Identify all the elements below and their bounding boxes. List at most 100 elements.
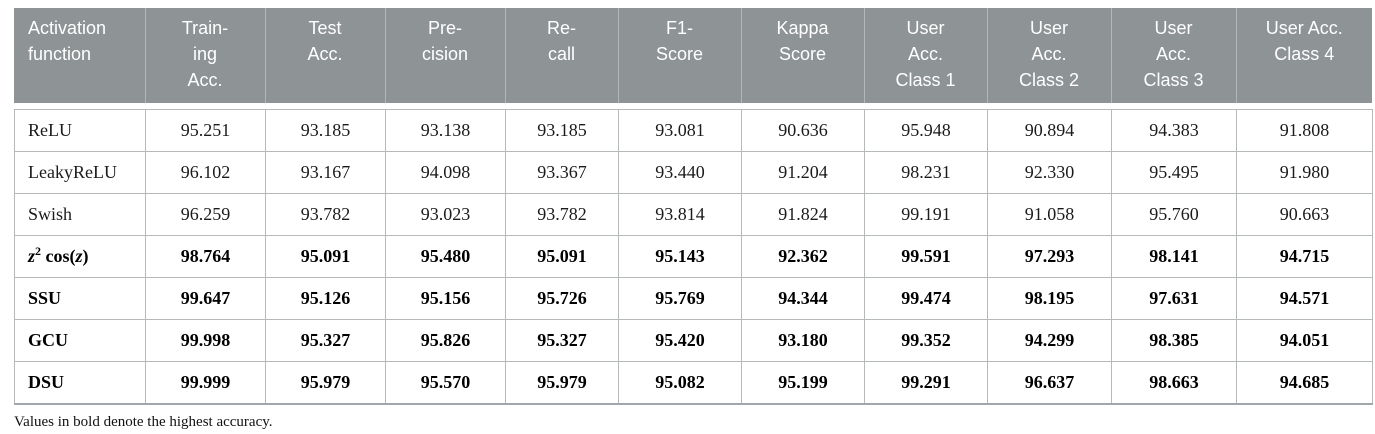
table-row: SSU 99.647 95.126 95.156 95.726 95.769 94.344 9… [14,277,1373,320]
cell-value: 98.764 [145,235,266,278]
cell-value: 94.299 [987,319,1112,362]
column-header-4: Re- call [504,8,618,103]
cell-value: 99.647 [145,277,266,320]
column-header-7: User Acc. Class 1 [863,8,987,103]
table-header: Activation function Train- ing Acc. Test A… [14,8,1372,103]
cell-value: 93.185 [265,109,386,152]
cell-value: 92.362 [741,235,865,278]
table-row: DSU 99.999 95.979 95.570 95.979 95.082 95.199 9… [14,361,1373,405]
cell-value: 96.637 [987,361,1112,405]
cell-value: 91.204 [741,151,865,194]
cell-value: 90.636 [741,109,865,152]
cell-value: 93.782 [505,193,619,236]
cell-value: 90.894 [987,109,1112,152]
cell-value: 95.199 [741,361,865,405]
cell-value: 95.769 [618,277,742,320]
cell-value: 93.782 [265,193,386,236]
header-row: Activation function Train- ing Acc. Test A… [14,8,1372,103]
cell-value: 94.051 [1236,319,1373,362]
table-row: ReLU 95.251 93.185 93.138 93.185 93.081 90.636… [14,109,1373,152]
row-label: GCU [14,319,146,362]
cell-value: 94.383 [1111,109,1237,152]
cell-value: 97.631 [1111,277,1237,320]
cell-value: 90.663 [1236,193,1373,236]
cell-value: 99.998 [145,319,266,362]
cell-value: 91.824 [741,193,865,236]
cell-value: 91.058 [987,193,1112,236]
table-row: Swish 96.259 93.782 93.023 93.782 93.814 91.82… [14,193,1373,236]
column-header-0: Activation function [14,8,145,103]
results-table: Activation function Train- ing Acc. Test A… [14,8,1373,431]
cell-value: 91.808 [1236,109,1373,152]
cell-value: 99.474 [864,277,988,320]
cell-value: 95.327 [265,319,386,362]
cell-value: 93.138 [385,109,506,152]
cell-value: 95.826 [385,319,506,362]
cell-value: 92.330 [987,151,1112,194]
cell-value: 93.814 [618,193,742,236]
cell-value: 95.420 [618,319,742,362]
column-header-9: User Acc. Class 3 [1110,8,1236,103]
cell-value: 96.102 [145,151,266,194]
cell-value: 95.495 [1111,151,1237,194]
table-row: GCU 99.998 95.327 95.826 95.327 95.420 93.180 9… [14,319,1373,362]
cell-value: 95.760 [1111,193,1237,236]
cell-value: 98.195 [987,277,1112,320]
cell-value: 93.440 [618,151,742,194]
row-label: ReLU [14,109,146,152]
cell-value: 95.156 [385,277,506,320]
cell-value: 95.091 [505,235,619,278]
cell-value: 96.259 [145,193,266,236]
table-row: LeakyReLU 96.102 93.167 94.098 93.367 93.440 9… [14,151,1373,194]
cell-value: 95.979 [265,361,386,405]
cell-value: 98.231 [864,151,988,194]
cell-value: 99.191 [864,193,988,236]
cell-value: 91.980 [1236,151,1373,194]
cell-value: 95.979 [505,361,619,405]
cell-value: 95.327 [505,319,619,362]
column-header-10: User Acc. Class 4 [1235,8,1372,103]
cell-value: 94.344 [741,277,865,320]
cell-value: 93.023 [385,193,506,236]
cell-value: 95.570 [385,361,506,405]
cell-value: 98.141 [1111,235,1237,278]
cell-value: 99.291 [864,361,988,405]
cell-value: 95.091 [265,235,386,278]
column-header-8: User Acc. Class 2 [986,8,1111,103]
cell-value: 94.098 [385,151,506,194]
cell-value: 99.352 [864,319,988,362]
cell-value: 95.948 [864,109,988,152]
cell-value: 95.726 [505,277,619,320]
cell-value: 98.385 [1111,319,1237,362]
cell-value: 95.126 [265,277,386,320]
table-footnote: Values in bold denote the highest accura… [14,414,273,430]
table-row: z2 cos(z) 98.764 95.091 95.480 95.091 95.143 9… [14,235,1373,278]
cell-value: 99.591 [864,235,988,278]
cell-value: 97.293 [987,235,1112,278]
row-label: LeakyReLU [14,151,146,194]
cell-value: 95.082 [618,361,742,405]
cell-value: 94.571 [1236,277,1373,320]
column-header-6: Kappa Score [740,8,864,103]
row-label: Swish [14,193,146,236]
cell-value: 95.143 [618,235,742,278]
cell-value: 94.685 [1236,361,1373,405]
column-header-2: Test Acc. [264,8,385,103]
cell-value: 95.480 [385,235,506,278]
cell-value: 95.251 [145,109,266,152]
row-label: DSU [14,361,146,405]
column-header-3: Pre- cision [384,8,505,103]
column-header-1: Train- ing Acc. [144,8,265,103]
cell-value: 93.185 [505,109,619,152]
cell-value: 98.663 [1111,361,1237,405]
cell-value: 93.167 [265,151,386,194]
cell-value: 93.180 [741,319,865,362]
cell-value: 93.367 [505,151,619,194]
column-header-5: F1- Score [617,8,741,103]
cell-value: 99.999 [145,361,266,405]
cell-value: 93.081 [618,109,742,152]
row-label: SSU [14,277,146,320]
table-body: ReLU 95.251 93.185 93.138 93.185 93.081 90.636… [14,109,1373,405]
cell-value: 94.715 [1236,235,1373,278]
row-label: z2 cos(z) [14,235,146,278]
